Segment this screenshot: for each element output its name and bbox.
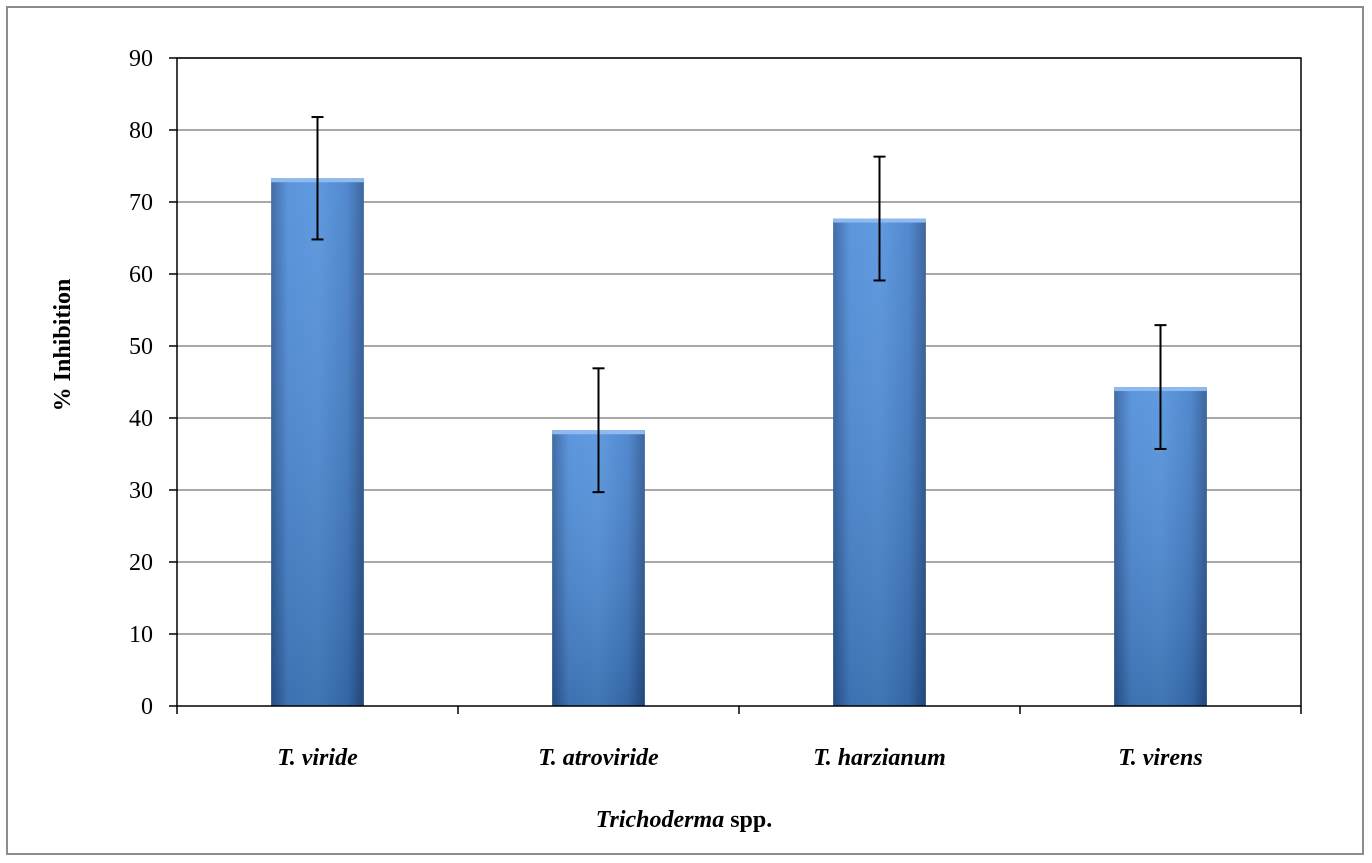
- y-tick-label: 10: [129, 622, 153, 648]
- error-bars: [311, 116, 1167, 494]
- labels: 0 10 20 30 40 50 60 70 80 90 T. viride T. atrovirid…: [129, 46, 1203, 771]
- y-tick-label: 90: [129, 46, 153, 72]
- y-tick-label: 50: [129, 334, 153, 360]
- y-tick-label: 0: [141, 694, 153, 720]
- y-tick-label: 80: [129, 118, 153, 144]
- y-tick-label: 30: [129, 478, 153, 504]
- x-axis-title: Trichoderma spp.: [596, 807, 772, 833]
- y-tick-label: 70: [129, 190, 153, 216]
- x-tick-label: T. virens: [1118, 745, 1202, 771]
- bars: [271, 178, 1207, 707]
- y-tick-label: 20: [129, 550, 153, 576]
- x-axis-title-genus: Trichoderma: [596, 807, 724, 833]
- y-tick-label: 40: [129, 406, 153, 432]
- y-tick-label: 60: [129, 262, 153, 288]
- x-tick-label: T. atroviride: [538, 745, 659, 771]
- x-tick-label: T. harzianum: [813, 745, 946, 771]
- x-axis-title-suffix: spp.: [724, 807, 772, 833]
- axes: [169, 57, 1302, 714]
- bar-shade: [271, 178, 364, 707]
- bar-shade: [833, 218, 926, 706]
- y-axis-title: % Inhibition: [50, 279, 76, 412]
- x-tick-label: T. viride: [277, 745, 358, 771]
